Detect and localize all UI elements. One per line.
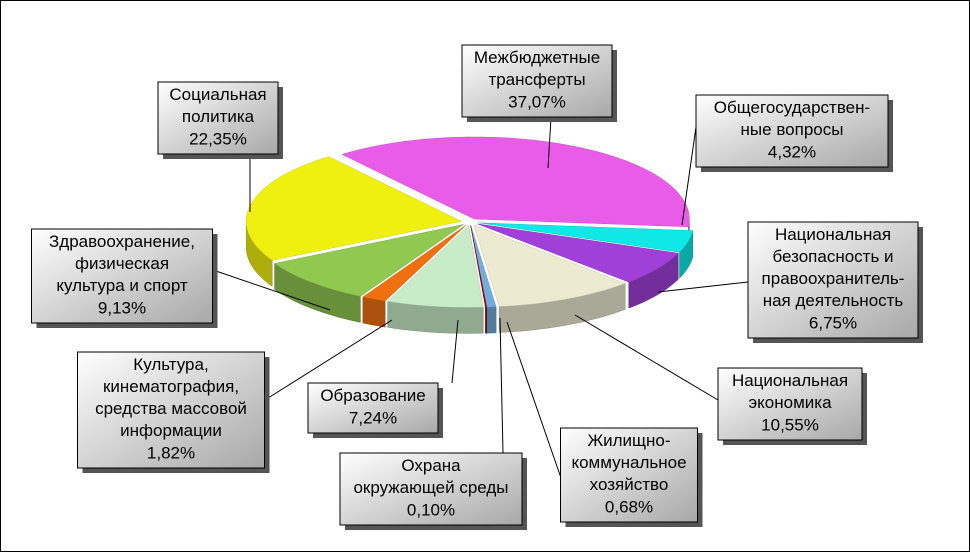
leader-line — [506, 321, 562, 479]
label-box — [77, 351, 265, 469]
slice-side — [486, 306, 497, 334]
value-label: 6,75% — [809, 313, 857, 332]
leader-line — [212, 269, 331, 311]
slice — [387, 224, 484, 308]
label-box — [747, 221, 919, 339]
category-label: Национальная экономика — [732, 371, 848, 412]
value-label: 0,10% — [407, 500, 455, 519]
leader-line — [574, 314, 719, 401]
leader-line — [681, 119, 698, 226]
category-label: Межбюджетные трансферты — [474, 48, 600, 89]
value-label: 10,55% — [761, 415, 819, 434]
value-label: 4,32% — [768, 142, 816, 161]
label-box — [31, 228, 213, 324]
leader-line — [547, 117, 552, 169]
value-label: 0,68% — [605, 497, 653, 516]
value-label: 22,35% — [189, 129, 247, 148]
leader-line — [264, 319, 393, 401]
label-box — [717, 367, 863, 441]
slice — [477, 223, 679, 283]
leader-line — [451, 319, 459, 384]
label-box — [157, 81, 279, 155]
slice — [473, 224, 626, 307]
category-label: Здравоохранение, физическая культура и спо… — [49, 232, 195, 295]
slice — [341, 136, 690, 228]
slice — [470, 225, 488, 308]
value-label: 7,24% — [349, 408, 397, 427]
slice — [245, 156, 462, 261]
slice-side — [485, 306, 487, 334]
slice — [273, 224, 464, 297]
category-label: Социальная политика — [169, 85, 266, 126]
category-label: Образование — [320, 386, 425, 405]
value-label: 37,07% — [508, 92, 566, 111]
label-box — [461, 44, 613, 118]
leader-line — [657, 281, 749, 293]
category-label: Охрана окружающей среды — [353, 456, 508, 497]
label-box — [695, 94, 889, 168]
label-box — [560, 427, 698, 523]
category-label: Культура, кинематография, средства массово… — [95, 355, 247, 440]
label-box — [339, 452, 523, 526]
value-label: 9,13% — [98, 298, 146, 317]
category-label: Национальная безопасность и правоохранител… — [762, 225, 905, 310]
category-label: Общегосударствен-ные вопросы — [714, 98, 870, 139]
slice — [362, 224, 467, 302]
leader-line — [499, 317, 504, 454]
label-box — [307, 382, 439, 434]
value-label: 1,82% — [147, 443, 195, 462]
category-label: Жилищно-коммунальное хозяйство — [571, 431, 686, 494]
slice — [478, 222, 694, 253]
slice-side — [362, 296, 386, 328]
